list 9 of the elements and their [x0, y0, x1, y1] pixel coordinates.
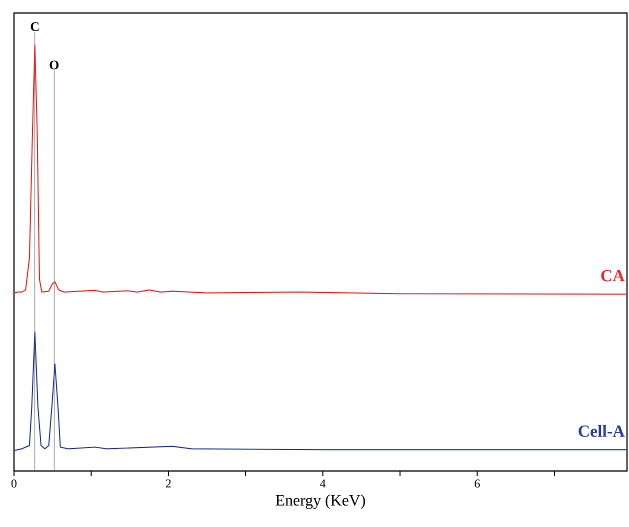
- ref-line-label: C: [30, 22, 39, 31]
- x-tick-label: 2: [166, 480, 171, 488]
- x-tick-label: 6: [474, 480, 480, 488]
- series-label: Cell-A: [578, 424, 625, 437]
- x-tick-label: 0: [11, 480, 17, 488]
- ref-line-label: O: [50, 60, 59, 70]
- x-tick-label: 4: [320, 480, 326, 488]
- series-label: CA: [601, 270, 625, 282]
- x-axis-title: Energy (KeV): [276, 494, 366, 509]
